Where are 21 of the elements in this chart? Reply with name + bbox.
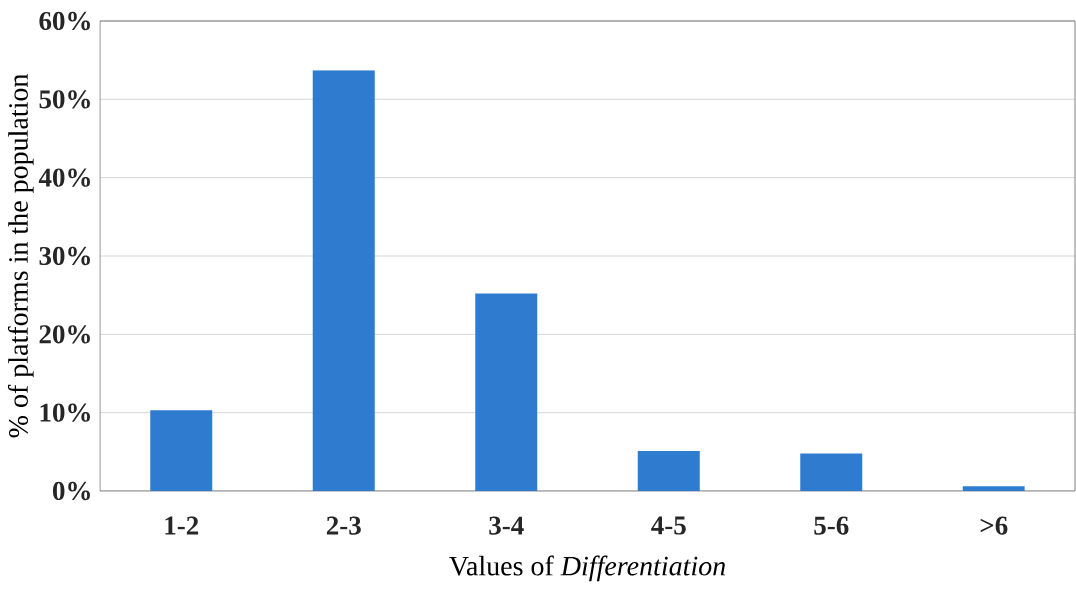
bar	[962, 486, 1025, 491]
bar	[150, 410, 213, 491]
y-axis-title: % of platforms in the population	[7, 74, 34, 438]
x-axis-title: Values of Differentiation	[449, 555, 726, 582]
x-tick-label: 5-6	[814, 516, 849, 535]
x-tick-label: 1-2	[165, 516, 199, 535]
x-tick-label: 3-4	[489, 516, 524, 535]
bar	[637, 451, 700, 491]
x-tick-label: 4-5	[651, 516, 686, 535]
y-tick-label: 10%	[40, 403, 90, 422]
bar	[800, 453, 863, 491]
y-tick-label: 40%	[38, 168, 90, 187]
x-tick-label: >6	[980, 516, 1008, 535]
y-tick-label: 20%	[39, 325, 90, 344]
y-tick-label: 0%	[53, 481, 90, 501]
bar	[312, 70, 375, 491]
y-tick-label: 50%	[39, 90, 90, 109]
y-tick-label: 60%	[39, 11, 90, 31]
bar	[475, 293, 538, 491]
y-tick-label: 30%	[39, 246, 90, 266]
x-tick-label: 2-3	[326, 516, 361, 535]
